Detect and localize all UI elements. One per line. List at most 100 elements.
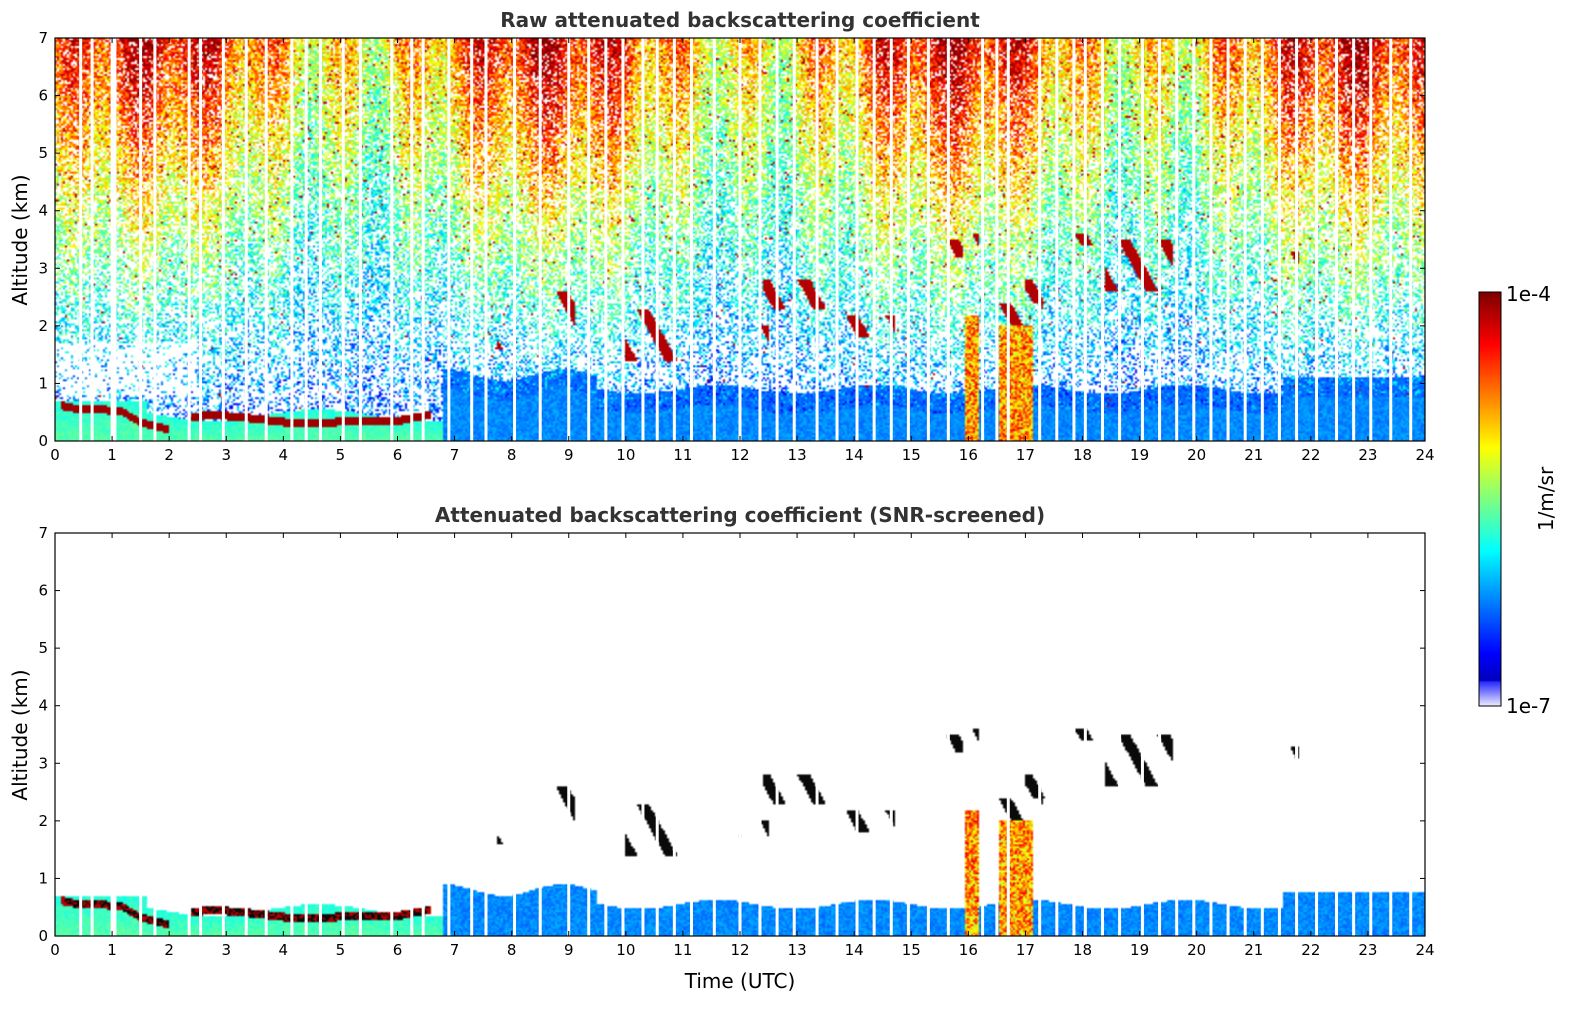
bottom-panel-x-ticks: 0 1 2 3 4 5 6 7 8 9 10 11 12 13 14 15 16 17 18 19 20 21 22 23 24 [50, 533, 1435, 959]
data-gap-stripe [655, 38, 659, 441]
x-tick-label: 1 [107, 446, 117, 464]
x-tick-label: 0 [50, 941, 60, 959]
data-gap-stripe [199, 533, 203, 936]
x-tick-label: 3 [221, 446, 231, 464]
data-gap-stripe [1369, 533, 1373, 936]
x-tick-label: 7 [450, 446, 460, 464]
data-gap-stripe [621, 533, 625, 936]
data-gap-stripe [946, 38, 950, 441]
data-gap-stripe [712, 533, 716, 936]
data-gap-stripe [90, 38, 94, 441]
data-gap-stripe [1352, 38, 1356, 441]
data-gap-stripe [318, 38, 322, 441]
data-gap-stripe [1083, 533, 1087, 936]
data-gap-stripe [655, 533, 659, 936]
data-gap-stripe [815, 38, 819, 441]
data-gap-stripe [981, 533, 985, 936]
data-gap-stripe [604, 38, 608, 441]
data-gap-stripe [1209, 533, 1213, 936]
x-tick-label: 2 [164, 446, 174, 464]
data-gap-stripe [1006, 533, 1010, 936]
data-gap-stripe [264, 38, 268, 441]
top-panel-x-ticks: 0 1 2 3 4 5 6 7 8 9 10 11 12 13 14 15 16 17 18 19 20 21 22 23 24 [50, 38, 1435, 464]
data-gap-stripe [447, 38, 451, 441]
data-gap-stripe [1055, 38, 1059, 441]
data-gap-stripe [358, 38, 362, 441]
data-gap-stripe [221, 533, 225, 936]
x-tick-label: 4 [279, 446, 289, 464]
data-gap-stripe [113, 38, 117, 441]
x-tick-label: 12 [730, 941, 749, 959]
data-gap-stripe [358, 533, 362, 936]
y-tick-label: 2 [38, 812, 48, 830]
data-gap-stripe [712, 38, 716, 441]
data-gap-stripe [1158, 533, 1162, 936]
data-gap-stripe [835, 38, 839, 441]
data-gap-stripe [199, 38, 203, 441]
data-gap-stripe [815, 533, 819, 936]
x-tick-label: 3 [221, 941, 231, 959]
data-gap-stripe [641, 533, 645, 936]
data-gap-stripe [672, 38, 676, 441]
data-gap-stripe [792, 38, 796, 441]
x-tick-label: 23 [1358, 446, 1377, 464]
data-gap-stripe [855, 533, 859, 936]
data-gap-stripe [1409, 533, 1413, 936]
data-gap-stripe [872, 533, 876, 936]
x-tick-label: 5 [336, 446, 346, 464]
data-gap-stripe [1192, 38, 1196, 441]
x-tick-label: 18 [1073, 446, 1092, 464]
data-gap-stripe [139, 533, 143, 936]
bottom-panel-title: Attenuated backscattering coefficient (S… [435, 503, 1045, 527]
data-gap-stripe [738, 533, 742, 936]
top-panel-plot: 0 1 2 3 4 5 6 7 8 9 10 11 12 13 14 15 16 17 18 19 20 21 22 23 24… [38, 29, 1434, 464]
x-tick-label: 20 [1187, 941, 1206, 959]
data-gap-stripe [1175, 533, 1179, 936]
data-gap-stripe [244, 38, 248, 441]
bottom-panel-data-gaps [79, 533, 1413, 936]
data-gap-stripe [110, 38, 114, 441]
data-gap-stripe [689, 533, 693, 936]
y-tick-label: 7 [38, 29, 48, 47]
data-gap-stripe [672, 533, 676, 936]
x-tick-label: 1 [107, 941, 117, 959]
x-tick-label: 10 [616, 941, 635, 959]
data-gap-stripe [906, 533, 910, 936]
data-gap-stripe [79, 533, 83, 936]
y-tick-label: 3 [38, 259, 48, 277]
x-tick-label: 23 [1358, 941, 1377, 959]
data-gap-stripe [926, 533, 930, 936]
data-gap-stripe [447, 533, 451, 936]
data-gap-stripe [872, 38, 876, 441]
data-gap-stripe [855, 38, 859, 441]
y-tick-label: 2 [38, 317, 48, 335]
data-gap-stripe [906, 38, 910, 441]
data-gap-stripe [1175, 38, 1179, 441]
data-gap-stripe [421, 38, 425, 441]
data-gap-stripe [1409, 38, 1413, 441]
data-gap-stripe [290, 38, 294, 441]
y-tick-label: 5 [38, 639, 48, 657]
bottom-panel-y-ticks: 0 1 2 3 4 5 6 7 [38, 524, 1425, 945]
data-gap-stripe [1140, 38, 1144, 441]
data-gap-stripe [587, 38, 591, 441]
x-tick-label: 0 [50, 446, 60, 464]
x-tick-label: 10 [616, 446, 635, 464]
y-tick-label: 6 [38, 87, 48, 105]
data-gap-stripe [484, 38, 488, 441]
colorbar-min-label: 1e-7 [1506, 694, 1551, 718]
data-gap-stripe [484, 533, 488, 936]
data-gap-stripe [1158, 38, 1162, 441]
y-tick-label: 1 [38, 869, 48, 887]
y-tick-label: 3 [38, 754, 48, 772]
data-gap-stripe [1260, 533, 1264, 936]
data-gap-stripe [410, 38, 414, 441]
data-gap-stripe [1140, 533, 1144, 936]
data-gap-stripe [1118, 533, 1122, 936]
data-gap-stripe [1192, 533, 1196, 936]
data-gap-stripe [513, 533, 517, 936]
colorbar: 1e-4 1e-7 1/m/sr [1478, 282, 1558, 718]
x-tick-label: 17 [1016, 941, 1035, 959]
data-gap-stripe [110, 533, 114, 936]
